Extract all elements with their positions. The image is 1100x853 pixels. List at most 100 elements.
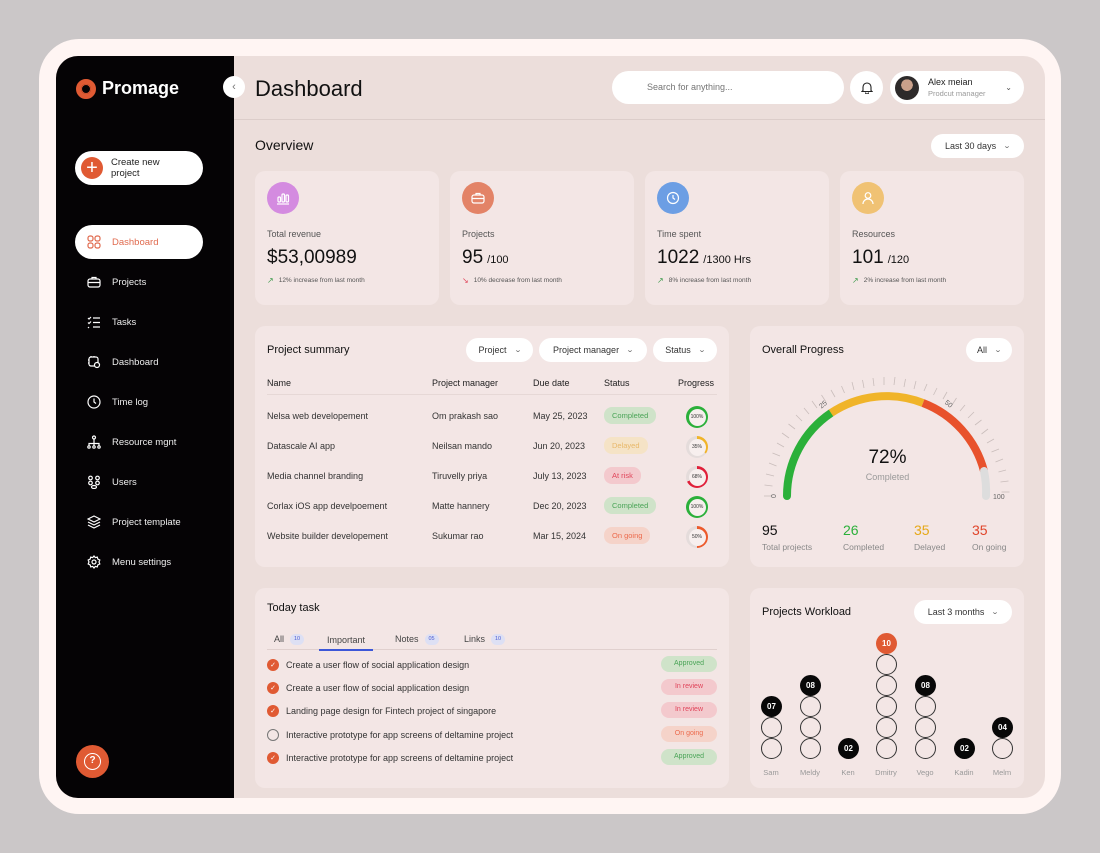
collapse-sidebar-button[interactable]: ‹: [223, 76, 245, 98]
sidebar-item-time-log[interactable]: Time log: [75, 385, 203, 419]
sidebar-item-users[interactable]: Users: [75, 465, 203, 499]
filter-status-dropdown[interactable]: Status ⌄: [653, 338, 717, 362]
settings-icon: [87, 555, 101, 569]
table-row[interactable]: Datascale AI app Neilsan mando Jun 20, 2…: [255, 432, 727, 462]
workload-range-dropdown[interactable]: Last 3 months ⌄: [914, 600, 1012, 624]
column-header-name[interactable]: Name: [267, 378, 292, 388]
progress-percent: 72%: [868, 447, 907, 468]
workload-bar-vego[interactable]: 08: [915, 675, 936, 759]
tab-notes[interactable]: Notes 05: [395, 630, 439, 648]
main-content: Dashboard Alex meian Prodcut manager ⌄ O…: [234, 56, 1045, 798]
stat-label: Time spent: [657, 229, 702, 239]
progress-gauge: 0 25 50 100: [764, 376, 1010, 501]
column-header-progress[interactable]: Progress: [678, 378, 715, 388]
help-button[interactable]: ?: [76, 745, 109, 778]
workload-label: Melm: [992, 768, 1012, 777]
sidebar-item-menu-settings[interactable]: Menu settings: [75, 545, 203, 579]
workload-bar-dmitry[interactable]: 10: [876, 633, 897, 759]
workload-bar-melm[interactable]: 04: [992, 717, 1013, 759]
workload-bar-ken[interactable]: 02: [838, 738, 859, 759]
table-row[interactable]: Media channel branding Tiruvelly priya J…: [255, 462, 727, 492]
logo[interactable]: Promage: [76, 78, 179, 99]
checkbox-unchecked[interactable]: [267, 729, 279, 741]
sidebar-item-project-template[interactable]: Project template: [75, 505, 203, 539]
stat-completed: 26 Completed: [843, 522, 885, 552]
help-icon: ?: [84, 753, 101, 770]
task-item: ✓ Landing page design for Fintech projec…: [267, 701, 717, 721]
workload-bar-kadin[interactable]: 02: [954, 738, 975, 759]
sidebar-item-projects[interactable]: Projects: [75, 265, 203, 299]
count-badge: 05: [424, 633, 439, 645]
sidebar-item-dashboard[interactable]: Dashboard: [75, 225, 203, 259]
app-name: Promage: [102, 78, 180, 98]
status-badge: At risk: [604, 467, 641, 484]
task-item: Interactive prototype for app screens of…: [267, 725, 717, 745]
chevron-down-icon: ⌄: [625, 347, 635, 354]
stat-card-revenue: Total revenue $53,00989 ↗ 12% increase fr…: [255, 171, 439, 305]
checkbox-checked[interactable]: ✓: [267, 705, 279, 717]
stat-trend: ↘ 10% decrease from last month: [462, 276, 562, 285]
table-row[interactable]: Corlax iOS app develpoement Matte hanner…: [255, 492, 727, 522]
create-project-button[interactable]: + Create new project: [75, 151, 203, 185]
tab-links[interactable]: Links 10: [464, 630, 506, 648]
overall-progress-card: Overall Progress All ⌄ 0 25 50 100 72% Co…: [750, 326, 1024, 567]
logo-icon: [76, 78, 96, 99]
clock-icon: [657, 182, 689, 214]
dropdown-label: Last 30 days: [945, 141, 997, 151]
workload-label: Vego: [916, 768, 934, 777]
task-text: Create a user flow of social application…: [286, 660, 470, 670]
tab-important[interactable]: Important: [319, 630, 374, 651]
tab-all[interactable]: All 10: [274, 630, 305, 648]
column-header-manager[interactable]: Project manager: [432, 378, 499, 388]
stat-card-projects: Projects 95/100 ↘ 10% decrease from last …: [450, 171, 634, 305]
sidebar-item-dashboard-2[interactable]: Dashboard: [75, 345, 203, 379]
hierarchy-icon: [87, 435, 101, 449]
svg-text:50: 50: [943, 399, 954, 409]
user-name: Alex meian: [928, 77, 973, 87]
chevron-down-icon: ⌄: [513, 347, 522, 354]
checkbox-checked[interactable]: ✓: [267, 682, 279, 694]
task-tabs: All 10 Important Notes 05 Links 10: [267, 626, 717, 651]
checkbox-checked[interactable]: ✓: [267, 659, 279, 671]
today-task-card: Today task All 10 Important Notes 05 Links…: [255, 588, 729, 788]
column-header-status[interactable]: Status: [604, 378, 630, 388]
grid-icon: [87, 235, 101, 249]
notifications-button[interactable]: [850, 71, 883, 104]
briefcase-icon: [87, 275, 101, 289]
svg-text:100: 100: [993, 494, 1005, 501]
column-header-due-date[interactable]: Due date: [533, 378, 570, 388]
stat-value: 1022/1300 Hrs: [657, 247, 751, 268]
search-input[interactable]: [612, 71, 844, 104]
page-title: Dashboard: [255, 76, 363, 101]
stat-value: $53,00989: [267, 247, 357, 268]
stat-trend: ↗ 2% increase from last month: [852, 276, 947, 285]
task-text: Create a user flow of social application…: [286, 683, 470, 693]
gear-chip-icon: [87, 355, 101, 369]
plus-icon: +: [81, 157, 103, 179]
project-summary-card: Project summary Project ⌄ Project manager…: [255, 326, 729, 567]
workload-bar-sam[interactable]: 07: [761, 696, 782, 759]
task-text: Interactive prototype for app screens of…: [286, 730, 514, 740]
card-title: Project summary: [267, 344, 350, 356]
table-row[interactable]: Nelsa web developement Om prakash sao Ma…: [255, 402, 727, 432]
progress-ring: 50%: [686, 526, 708, 548]
status-badge: In review: [661, 702, 717, 718]
task-text: Interactive prototype for app screens of…: [286, 753, 514, 763]
header-divider: [234, 119, 1045, 120]
users-icon: [87, 475, 101, 489]
filter-project-dropdown[interactable]: Project ⌄: [466, 338, 533, 362]
card-title: Overall Progress: [762, 344, 844, 356]
workload-bar-meldy[interactable]: 08: [800, 675, 821, 759]
progress-filter-dropdown[interactable]: All ⌄: [966, 338, 1012, 362]
svg-text:0: 0: [771, 494, 778, 498]
overview-range-dropdown[interactable]: Last 30 days ⌄: [931, 134, 1024, 158]
filter-manager-dropdown[interactable]: Project manager ⌄: [539, 338, 647, 362]
status-badge: Approved: [661, 749, 717, 765]
sidebar-item-resource-mgnt[interactable]: Resource mgnt: [75, 425, 203, 459]
user-menu[interactable]: Alex meian Prodcut manager ⌄: [890, 71, 1024, 104]
sidebar-item-label: Dashboard: [112, 356, 159, 368]
sidebar-item-tasks[interactable]: Tasks: [75, 305, 203, 339]
checkbox-checked[interactable]: ✓: [267, 752, 279, 764]
sidebar-item-label: Time log: [112, 396, 149, 408]
table-row[interactable]: Website builder developement Sukumar rao…: [255, 522, 727, 552]
